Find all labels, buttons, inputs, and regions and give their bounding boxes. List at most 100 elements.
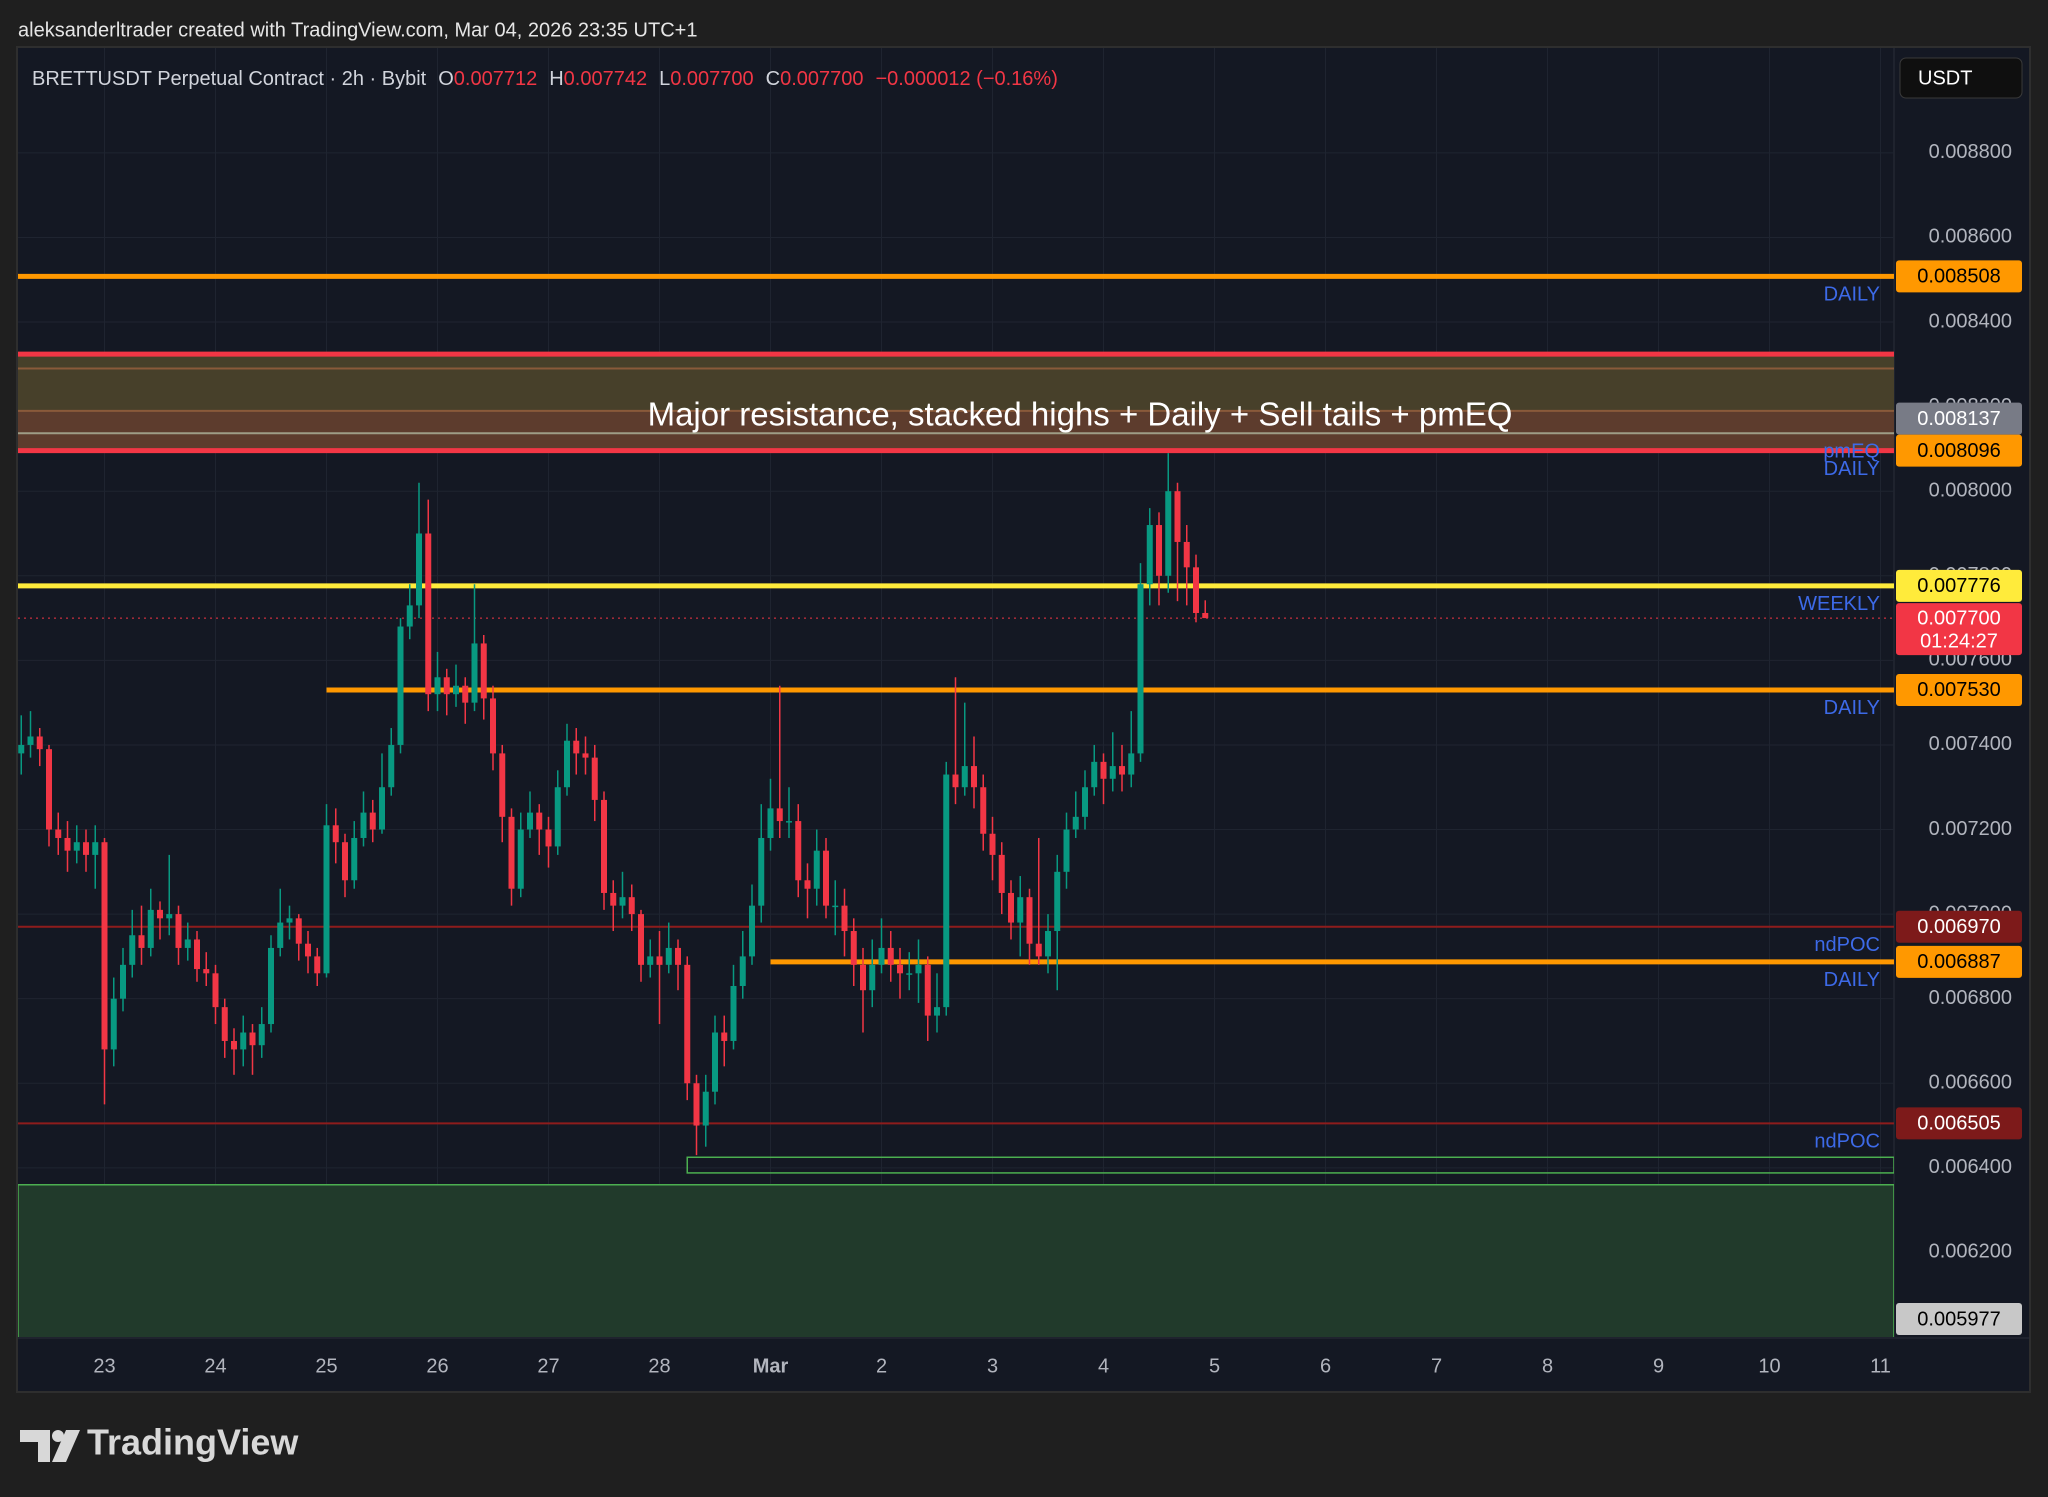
candle-body — [101, 842, 108, 1050]
candle-body — [73, 842, 80, 851]
candle-body — [998, 854, 1005, 893]
candle-body — [397, 626, 404, 745]
candle-body — [638, 914, 644, 965]
candle-body — [869, 964, 876, 991]
price-tag — [1896, 260, 2022, 293]
candle-body — [823, 850, 829, 906]
x-tick-label: 6 — [1320, 1355, 1331, 1377]
candle-body — [471, 643, 478, 703]
candle-body — [379, 787, 385, 830]
logo-shape — [52, 1430, 64, 1442]
candle-body — [508, 816, 515, 889]
price-tag-label: 0.006505 — [1917, 1113, 2000, 1135]
x-tick-label: 25 — [315, 1355, 337, 1377]
candle-body — [1100, 761, 1107, 779]
candle-body — [1026, 897, 1033, 944]
candle-body — [1109, 766, 1116, 779]
candle-body — [758, 837, 765, 906]
candle-body — [832, 905, 839, 908]
price-tag-label: 0.008096 — [1917, 440, 2000, 462]
price-tag — [1896, 434, 2022, 467]
candle-body — [841, 905, 848, 932]
y-tick-label: 0.008400 — [1929, 310, 2012, 332]
candle-body — [406, 605, 413, 627]
candle-body — [416, 533, 422, 606]
ohlc-value: 0.007700 — [670, 68, 753, 90]
ohlc-key: H — [549, 68, 563, 90]
x-tick-label: 27 — [537, 1355, 559, 1377]
price-tag-label: 0.006887 — [1917, 951, 2000, 973]
candle-body — [980, 787, 987, 834]
brand: TradingView — [87, 1422, 299, 1463]
candle-body — [1091, 761, 1098, 788]
candle-body — [850, 931, 857, 965]
change: −0.000012 (−0.16%) — [876, 68, 1058, 90]
candle-body — [693, 1083, 700, 1126]
zone — [18, 1184, 1894, 1337]
candle-body — [1063, 829, 1070, 872]
y-tick-label: 0.007200 — [1929, 818, 2012, 840]
currency-button[interactable] — [1899, 57, 2023, 99]
currency-label[interactable]: USDT — [1918, 67, 1972, 89]
candle-body — [1174, 491, 1181, 542]
candle-body — [610, 892, 617, 906]
candle-body — [1165, 491, 1172, 576]
candle-body — [286, 918, 293, 923]
level-note: ndPOC — [1814, 1131, 1880, 1153]
candle-body — [129, 935, 136, 965]
candle-body — [249, 1032, 256, 1046]
candle-body — [545, 829, 552, 847]
candle-body — [480, 643, 487, 699]
candle-body — [767, 808, 774, 838]
ohlc-value: 0.007700 — [780, 68, 863, 90]
candle-body — [18, 744, 25, 754]
logo-shape — [52, 1430, 80, 1462]
candle-body — [601, 799, 607, 893]
candle-body — [490, 698, 496, 754]
overlay: 23 24 25 26 27 28 Mar 2 3 4 5 6 7 8 9 10 110.0088000.008… — [93, 141, 2022, 1377]
price-tag-label: 0.007530 — [1917, 679, 2000, 701]
level-note: DAILY — [1824, 969, 1880, 991]
plot-area — [18, 48, 1894, 1337]
candle-body — [221, 1007, 228, 1041]
candle-body — [573, 740, 580, 754]
y-tick-label: 0.006400 — [1929, 1156, 2012, 1178]
y-tick-label: 0.008600 — [1929, 226, 2012, 248]
price-tag — [1896, 569, 2022, 602]
ohlc-key: O — [438, 68, 454, 90]
price-tag — [1896, 945, 2022, 978]
countdown: 01:24:27 — [1920, 630, 1998, 652]
candle-body — [971, 766, 977, 788]
logo-shape — [20, 1430, 50, 1462]
candle-body — [536, 812, 543, 830]
candle-body — [656, 956, 663, 965]
symbol: BRETTUSDT Perpetual Contract · 2h · Bybi… — [32, 68, 427, 90]
candle-body — [184, 939, 191, 948]
candle-body — [721, 1032, 728, 1041]
candle-body — [887, 947, 894, 965]
candle-body — [628, 897, 635, 915]
candle-body — [1017, 897, 1024, 923]
level-note: DAILY — [1824, 697, 1880, 719]
candle-body — [795, 821, 802, 881]
candle-body — [1054, 871, 1061, 932]
candle-body — [564, 740, 570, 788]
candle-body — [860, 964, 866, 991]
candle-body — [527, 812, 533, 830]
price-tag — [1896, 1107, 2022, 1140]
candle-body — [314, 956, 321, 974]
x-tick-label: 24 — [204, 1355, 226, 1377]
x-tick-label: 7 — [1431, 1355, 1442, 1377]
candle-body — [739, 956, 746, 986]
candle-body — [684, 964, 691, 1084]
x-tick-label: 23 — [93, 1355, 115, 1377]
candle-body — [231, 1040, 237, 1050]
candle-body — [258, 1024, 265, 1046]
candle-body — [443, 677, 450, 695]
candle-body — [1183, 541, 1190, 568]
y-tick-label: 0.008000 — [1929, 479, 2012, 501]
candle-body — [675, 947, 681, 965]
candle-body — [1072, 816, 1079, 830]
zone — [686, 1156, 1894, 1174]
